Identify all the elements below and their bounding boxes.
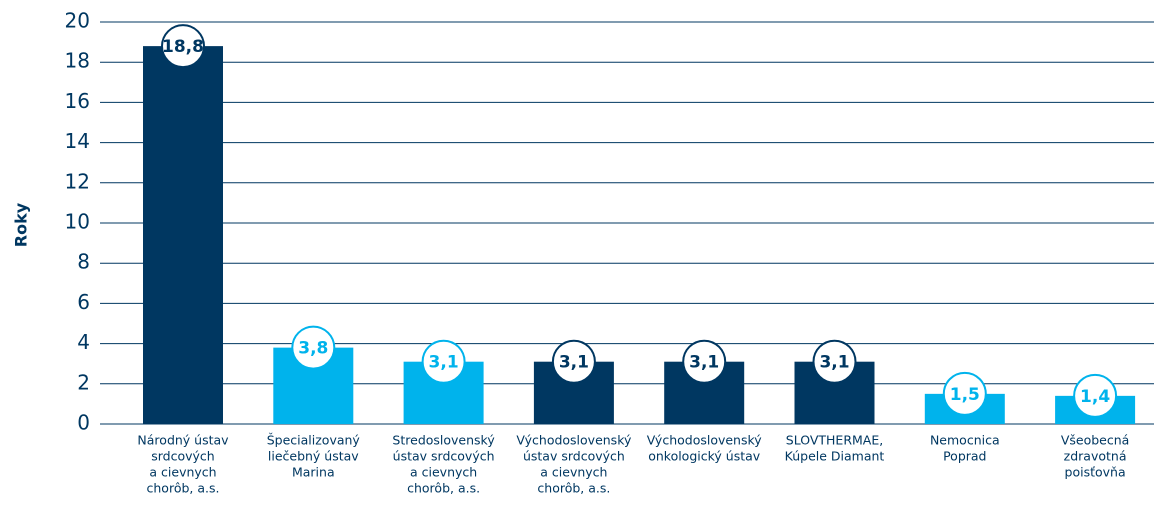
x-tick-label: ústav srdcových: [523, 449, 625, 464]
y-tick-label: 16: [65, 89, 90, 113]
y-tick-label: 10: [65, 210, 90, 234]
value-label: 3,1: [559, 353, 589, 373]
x-tick-label: SLOVTHERMAE,: [786, 433, 883, 448]
y-tick-label: 4: [77, 330, 90, 354]
x-tick-label: a cievnych: [410, 465, 477, 480]
x-tick-label: Všeobecná: [1061, 433, 1129, 448]
value-badge: [291, 325, 336, 370]
x-tick-label: chorôb, a.s.: [147, 481, 220, 496]
bar: [143, 46, 223, 425]
y-tick-label: 6: [77, 290, 90, 314]
y-tick-label: 2: [77, 370, 90, 394]
value-label: 1,5: [950, 385, 980, 405]
value-badge: [1073, 373, 1118, 418]
y-tick-label: 18: [65, 49, 90, 73]
value-label: 3,1: [819, 353, 849, 373]
y-axis-label: Roky: [12, 202, 31, 247]
x-tick-label: Kúpele Diamant: [785, 449, 885, 464]
x-tick-label: zdravotná: [1064, 449, 1127, 464]
x-tick-label: chorôb, a.s.: [407, 481, 480, 496]
y-tick-label: 20: [65, 9, 90, 33]
x-tick-label: Špecializovaný: [267, 433, 361, 448]
value-label: 3,8: [298, 339, 328, 359]
x-tick-label: ústav srdcových: [393, 449, 495, 464]
value-badge: [682, 339, 727, 384]
x-tick-label: Východoslovenský: [516, 433, 632, 448]
x-tick-label: a cievnych: [149, 465, 216, 480]
x-tick-label: onkologický ústav: [648, 449, 761, 464]
x-tick-label: chorôb, a.s.: [537, 481, 610, 496]
value-badge: [421, 339, 466, 384]
x-tick-label: Marina: [292, 465, 335, 480]
value-badge: [161, 24, 205, 69]
value-label: 18,8: [162, 37, 204, 57]
x-tick-label: a cievnych: [540, 465, 607, 480]
y-tick-label: 0: [77, 411, 90, 435]
y-tick-label: 14: [65, 129, 90, 153]
value-label: 1,4: [1080, 387, 1110, 407]
x-tick-label: Nemocnica: [930, 433, 1000, 448]
x-tick-label: Národný ústav: [137, 433, 229, 448]
value-label: 3,1: [689, 353, 719, 373]
x-tick-label: liečebný ústav: [268, 449, 359, 464]
value-badge: [812, 339, 857, 384]
x-tick-label: poisťovňa: [1065, 465, 1126, 480]
x-tick-label: Poprad: [943, 449, 986, 464]
y-tick-label: 12: [65, 169, 90, 193]
x-tick-label: Východoslovenský: [647, 433, 763, 448]
x-tick-label: Stredoslovenský: [392, 433, 495, 448]
value-badge: [551, 339, 596, 384]
y-tick-label: 8: [77, 250, 90, 274]
x-tick-label: srdcových: [151, 449, 214, 464]
value-label: 3,1: [429, 353, 459, 373]
value-badge: [942, 371, 987, 416]
